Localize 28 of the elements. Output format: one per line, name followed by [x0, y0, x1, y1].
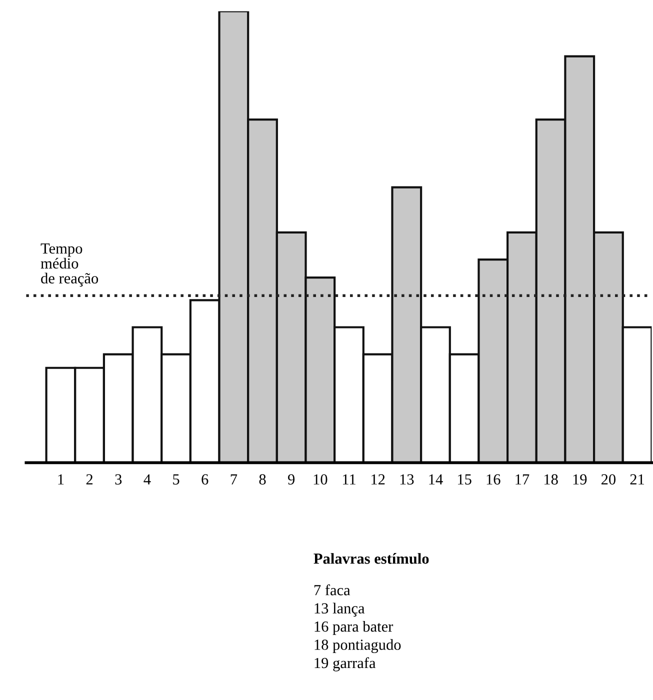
- x-tick-label: 17: [516, 474, 530, 484]
- x-tick-label: 21: [630, 474, 644, 484]
- text: 7 faca: [314, 584, 350, 596]
- text: 18 pontiagudo: [314, 639, 401, 654]
- x-tick-label: 20: [601, 474, 616, 485]
- text: 13 lança: [314, 602, 365, 617]
- x-tick-label: 13: [400, 474, 414, 485]
- x-tick-label: 9: [288, 474, 295, 485]
- x-tick-label: 12: [372, 474, 385, 484]
- x-tick-label: 6: [202, 474, 208, 485]
- x-tick-label: 16: [486, 474, 500, 485]
- x-tick-label: 1: [58, 474, 64, 484]
- x-tick-label: 4: [144, 474, 151, 484]
- x-tick-label: 10: [314, 474, 328, 485]
- text: Palavras estímulo: [314, 553, 429, 564]
- text: 19 garrafa: [314, 657, 376, 672]
- ref-line-label: Tempo médio de reação: [40, 244, 98, 287]
- x-tick-label: 14: [429, 474, 443, 484]
- x-tick-label: 7: [230, 474, 238, 484]
- x-tick-label: 18: [544, 474, 558, 485]
- x-tick-label: 3: [115, 474, 122, 485]
- x-tick-label: 5: [173, 474, 180, 485]
- text: 16 para bater: [314, 620, 394, 635]
- x-tick-label: 15: [458, 474, 472, 485]
- x-tick-label: 19: [573, 474, 587, 485]
- x-tick-label: 11: [342, 474, 356, 484]
- x-tick-label: 2: [86, 474, 93, 484]
- x-tick-label: 8: [259, 474, 266, 485]
